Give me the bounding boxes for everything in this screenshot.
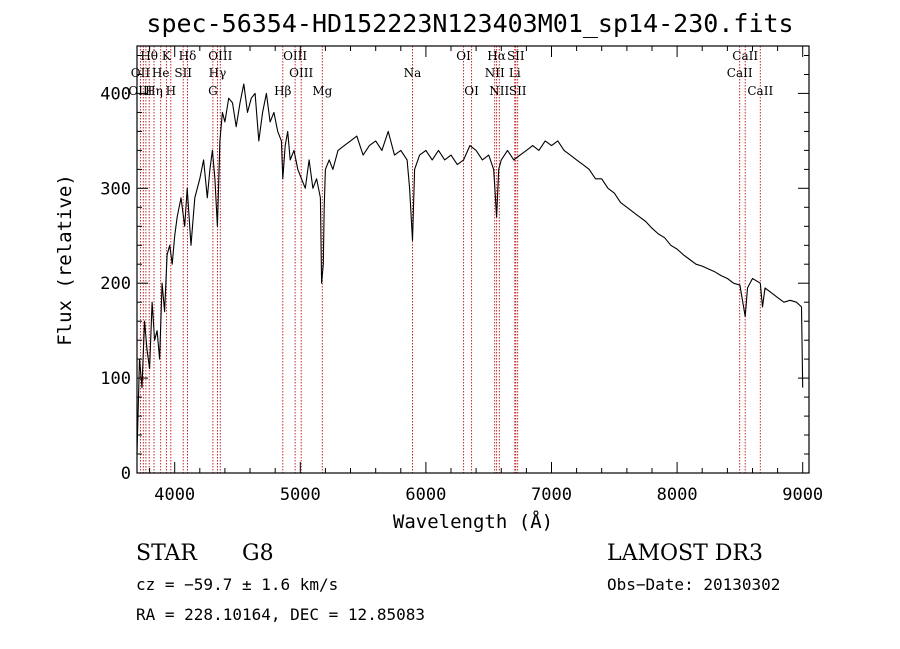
line-label: OI — [464, 84, 479, 98]
line-label: OIII — [128, 84, 152, 98]
y-axis: 0 100 200 300 400 — [100, 55, 809, 484]
line-label: Hθ — [140, 49, 158, 63]
x-axis-title: Wavelength (Å) — [393, 510, 553, 533]
line-label: CaII — [732, 49, 758, 63]
line-label: Hδ — [179, 49, 197, 63]
y-tick-label: 100 — [100, 369, 131, 389]
line-label: Mg — [312, 84, 332, 98]
subclass: G8 — [242, 541, 274, 566]
x-tick-label: 4000 — [154, 485, 195, 505]
y-tick-label: 200 — [100, 274, 131, 294]
x-tick-label: 9000 — [782, 485, 823, 505]
x-tick-label: 5000 — [280, 485, 321, 505]
x-tick-label: 6000 — [405, 485, 446, 505]
line-label: NII — [485, 66, 505, 80]
x-axis: 4000 5000 6000 7000 8000 9000 — [149, 46, 823, 505]
line-label: CaII — [727, 66, 753, 80]
line-label: SII — [507, 49, 525, 63]
line-label: OIII — [289, 66, 313, 80]
line-label: Hβ — [274, 84, 291, 98]
line-label: K — [162, 49, 172, 63]
y-tick-label: 300 — [100, 179, 131, 199]
y-axis-title: Flux (relative) — [54, 174, 76, 346]
redshift-value: cz = −59.7 ± 1.6 km/s — [136, 575, 338, 594]
line-label: Hα — [487, 49, 506, 63]
line-label: SII — [174, 66, 192, 80]
x-tick-label: 7000 — [531, 485, 572, 505]
line-label: G — [208, 84, 218, 98]
line-label: CaII — [747, 84, 773, 98]
spectrum-line — [136, 83, 804, 455]
line-label: Hη — [145, 84, 163, 98]
line-label: OIII — [283, 49, 307, 63]
y-tick-label: 400 — [100, 84, 131, 104]
obs-date: Obs−Date: 20130302 — [607, 575, 780, 594]
line-label: Na — [404, 66, 422, 80]
line-label: OII — [131, 66, 151, 80]
survey-name: LAMOST DR3 — [607, 541, 763, 566]
line-label: OIII — [208, 49, 232, 63]
line-label: SII — [509, 84, 527, 98]
line-label: He — [152, 66, 170, 80]
chart-title: spec-56354-HD152223N123403M01_sp14-230.f… — [146, 9, 793, 38]
object-class: STAR — [136, 541, 198, 566]
line-label: NII — [489, 84, 509, 98]
line-label: Li — [509, 66, 521, 80]
line-label: OI — [456, 49, 471, 63]
x-tick-label: 8000 — [657, 485, 698, 505]
line-label: Hγ — [209, 66, 227, 80]
line-label: H — [166, 84, 176, 98]
spectrum-series — [136, 83, 804, 455]
coordinates: RA = 228.10164, DEC = 12.85083 — [136, 605, 425, 624]
plot-frame — [136, 45, 810, 474]
y-tick-label: 0 — [121, 464, 131, 484]
